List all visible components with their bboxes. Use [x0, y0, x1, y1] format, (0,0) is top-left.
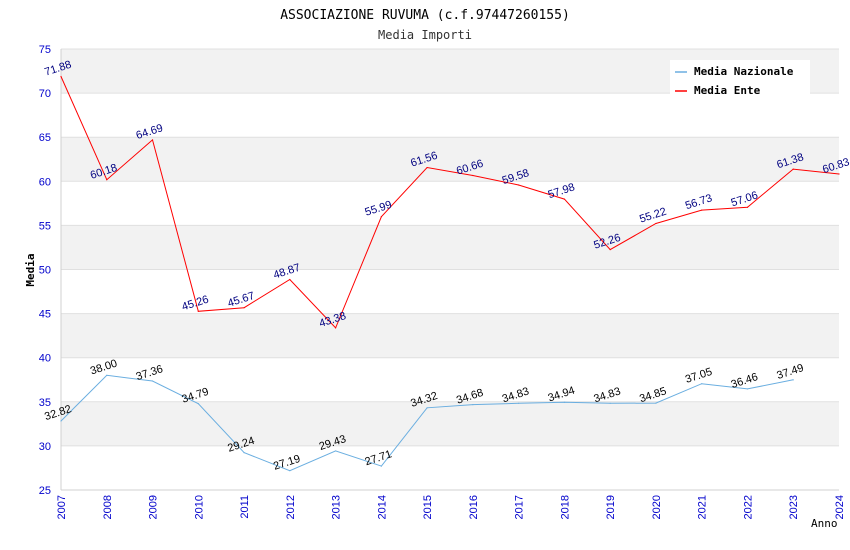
grid-band: [61, 93, 839, 138]
data-point: [655, 222, 657, 225]
data-point: [472, 404, 474, 406]
x-tick-label: 2008: [102, 495, 114, 519]
data-point: [151, 139, 154, 141]
y-tick-label: 30: [39, 441, 51, 453]
x-tick-label: 2022: [742, 495, 754, 519]
data-point: [518, 184, 520, 186]
data-point: [197, 310, 199, 312]
data-point: [380, 465, 382, 467]
data-point: [518, 402, 520, 404]
data-point: [243, 307, 245, 309]
data-point: [289, 278, 291, 281]
data-point: [243, 452, 245, 454]
series-line-media-ente: [60, 76, 840, 329]
data-point: [289, 470, 291, 472]
x-tick-label: 2010: [193, 495, 205, 519]
data-point: [106, 179, 108, 181]
data-point: [655, 402, 657, 404]
x-tick-label: 2011: [239, 495, 251, 519]
x-tick-label: 2020: [651, 495, 663, 519]
legend: Media Nazionale Media Ente: [670, 60, 810, 98]
grid-band: [61, 269, 839, 314]
data-point: [426, 407, 428, 409]
x-tick-label: 2013: [331, 495, 343, 519]
y-tick-label: 25: [39, 485, 51, 497]
grid-band: [61, 181, 839, 226]
x-tick-label: 2009: [148, 495, 160, 519]
data-point: [197, 403, 199, 405]
data-point: [792, 379, 794, 381]
x-tick-label: 2014: [376, 495, 388, 519]
data-point: [701, 383, 703, 385]
data-point: [563, 198, 566, 200]
data-point: [60, 420, 62, 422]
data-point: [472, 174, 474, 177]
x-tick-label: 2017: [514, 495, 526, 519]
y-tick-label: 70: [39, 88, 51, 100]
x-tick-label: 2015: [422, 495, 434, 519]
x-axis-label: Anno: [811, 517, 838, 530]
grid-band: [61, 225, 839, 270]
data-point: [334, 450, 337, 452]
y-tick-label: 40: [39, 353, 51, 365]
y-tick-label: 75: [39, 44, 51, 56]
data-point: [609, 402, 611, 404]
y-tick-label: 60: [39, 176, 51, 188]
y-tick-label: 55: [39, 220, 51, 232]
data-point: [60, 75, 62, 78]
y-tick-label: 65: [39, 132, 51, 144]
x-tick-label: 2016: [468, 495, 480, 519]
data-point: [701, 209, 703, 211]
x-tick-label: 2021: [697, 495, 709, 519]
x-tick-label: 2024: [834, 495, 846, 519]
data-point: [838, 173, 840, 175]
data-point: [746, 206, 749, 208]
grid-band: [61, 357, 839, 402]
data-point: [792, 168, 794, 170]
x-tick-label: 2007: [56, 495, 68, 519]
data-point: [380, 216, 382, 218]
data-point: [334, 327, 337, 329]
y-tick-label: 45: [39, 309, 51, 321]
chart-title: ASSOCIAZIONE RUVUMA (c.f.97447260155): [280, 8, 570, 23]
grid-band: [61, 401, 839, 446]
data-point: [426, 166, 428, 169]
grid-band: [61, 445, 839, 490]
legend-label-media-ente: Media Ente: [694, 84, 761, 97]
x-tick-label: 2019: [605, 495, 617, 519]
x-tick-label: 2018: [559, 495, 571, 519]
data-point: [746, 388, 749, 390]
data-point: [106, 374, 108, 376]
grid-band: [61, 137, 839, 182]
data-point: [609, 248, 611, 251]
x-tick-label: 2023: [788, 495, 800, 519]
legend-box: [670, 60, 810, 98]
grid-band: [61, 313, 839, 358]
data-point: [151, 380, 154, 382]
y-tick-label: 35: [39, 397, 51, 409]
data-point: [563, 401, 566, 403]
y-tick-label: 50: [39, 265, 51, 277]
y-axis-label: Media: [24, 253, 37, 286]
x-tick-label: 2012: [285, 495, 297, 519]
chart-subtitle: Media Importi: [378, 28, 472, 42]
legend-label-media-nazionale: Media Nazionale: [694, 65, 794, 78]
